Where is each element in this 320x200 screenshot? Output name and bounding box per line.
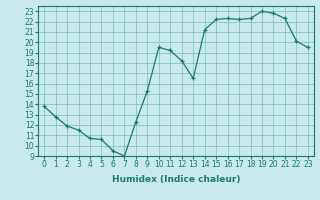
X-axis label: Humidex (Indice chaleur): Humidex (Indice chaleur) xyxy=(112,175,240,184)
